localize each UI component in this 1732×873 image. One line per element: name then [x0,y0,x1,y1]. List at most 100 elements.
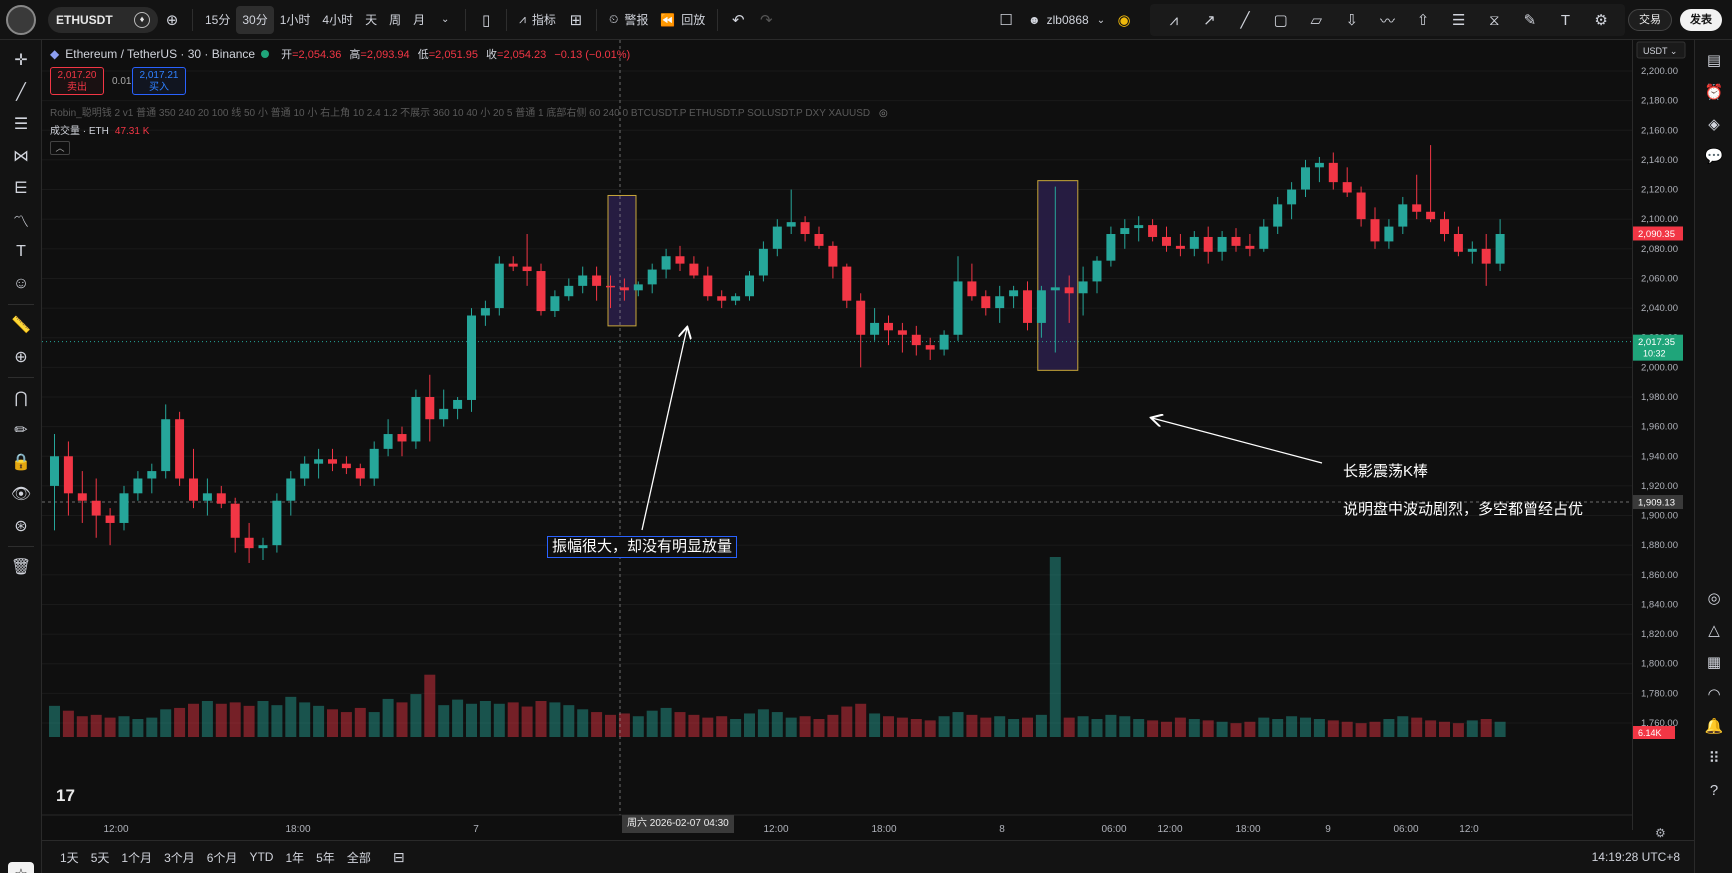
emoji-icon[interactable]: ☺ [12,275,30,292]
globe-icon[interactable]: ⊛ [14,518,28,535]
profile-logo-icon[interactable] [6,4,36,35]
volume-bar [1147,720,1159,737]
range-1d[interactable]: 1天 [60,850,79,865]
interval-month[interactable]: 月 [413,13,426,27]
interval-week[interactable]: 周 [389,13,402,27]
measure-tool-icon[interactable]: ⧖ [1489,11,1500,29]
redo-icon[interactable]: ↷ [760,11,773,29]
legend-title[interactable]: Ethereum / TetherUS · 30 · Binance [65,47,256,61]
chart-pane[interactable]: 12:00 18:00 7 12:00 18:00 8 06:00 12:00 18:00 9 06… [42,40,1632,835]
chat-icon[interactable]: 💬 [1704,148,1724,165]
trade-button[interactable]: 交易 [1628,9,1672,31]
symbol-search-button[interactable]: ETHUSDT ♦ [48,6,158,33]
lock-drawing-icon[interactable]: ✏ [14,422,28,439]
range-5d[interactable]: 5天 [90,850,110,865]
candle-body [1231,236,1241,246]
premium-badge-icon[interactable]: ◉ [1117,12,1131,29]
range-3m[interactable]: 3个月 [164,850,195,865]
pen-tool-icon[interactable]: ✎ [1523,12,1537,29]
candle-body [77,493,87,501]
candle-body [745,275,754,297]
zoom-in-icon[interactable]: ⊕ [14,349,28,366]
sell-button[interactable]: 2,017.20 卖出 [50,67,104,95]
apps-grid-icon[interactable]: ⠿ [1708,750,1720,767]
annotation-long-shadow-text[interactable]: 说明盘中波动剧烈，多空都曾经占优 [1343,501,1584,518]
watchlist-icon[interactable]: ▤ [1706,52,1722,69]
brush-tool-icon[interactable]: 〰 [1379,12,1395,30]
alert-button[interactable]: ⏲ 警报 [603,6,654,34]
range-all[interactable]: 全部 [346,850,371,865]
indicator-hidden-eye-icon[interactable]: ◎ [878,108,888,119]
trash-icon[interactable]: 🗑 [10,559,32,576]
fib-tool-icon[interactable]: ⋿ [14,180,28,197]
broadcast-icon[interactable]: ◠ [1707,686,1721,703]
undo-icon[interactable]: ↶ [732,11,745,29]
annotation-wide-range-no-volume[interactable]: 振幅很大，却没有明显放量 [547,536,738,558]
eye-icon[interactable]: 👁 [10,486,32,503]
volume-bar [1035,714,1047,737]
text-tool-icon[interactable]: T [16,243,26,260]
interval-30m[interactable]: 30分 [236,5,274,34]
trend-pattern-icon[interactable]: ⩘ [1169,11,1179,29]
interval-1h[interactable]: 1小时 [279,13,311,27]
buy-button[interactable]: 2,017.21 买入 [132,67,186,95]
rectangle-tool-icon[interactable]: ▢ [1273,12,1288,29]
candle [1426,145,1436,223]
candlestick-chart[interactable]: 12:00 18:00 7 12:00 18:00 8 06:00 12:00 18:00 9 06… [42,40,1632,840]
range-6m[interactable]: 6个月 [206,850,238,865]
utc-clock[interactable]: 14:19:28 UTC+8 [1591,850,1680,864]
wave-tool-icon[interactable]: 〽 [12,214,29,231]
path-tool-icon[interactable]: ↗ [1203,12,1216,29]
annotation-long-shadow-title[interactable]: 长影震荡K棒 [1343,463,1429,480]
arrow-up-mark-icon[interactable]: ⇧ [1416,12,1430,29]
interval-15m[interactable]: 15分 [205,13,231,27]
checkbox-icon[interactable]: ☐ [999,12,1013,29]
help-icon[interactable]: ? [1709,781,1719,799]
trend-line-icon[interactable]: ╱ [16,84,26,101]
volume-bar [299,702,311,737]
magnet-icon[interactable]: ⋂ [14,390,28,407]
target-icon[interactable]: ◎ [1707,590,1721,607]
layouts-grid-icon[interactable]: ⊞ [569,11,583,29]
candle-body [967,281,977,297]
interval-4h[interactable]: 4小时 [322,13,354,27]
calendar-icon[interactable]: ▦ [1706,654,1722,671]
candle [897,322,907,353]
crosshair-icon[interactable]: ✛ [14,52,28,69]
interval-dropdown-chevron-icon[interactable]: ⌄ [440,14,450,25]
favorite-star-icon[interactable]: ☆ [8,862,34,873]
indicator-legend[interactable]: Robin_聪明钱 2 v1 普通 350 240 20 100 线 50 小 … [50,104,888,119]
ruler-icon[interactable]: 📏 [11,317,31,334]
indicators-button[interactable]: ⩘ 指标 [513,6,562,34]
pyramid-icon[interactable]: △ [1708,622,1720,639]
range-1y[interactable]: 1年 [285,850,305,865]
horizontal-lines-icon[interactable]: ☰ [13,116,29,133]
trend-line-icon[interactable]: ╱ [1240,12,1250,29]
range-ytd[interactable]: YTD [249,850,274,864]
add-symbol-icon[interactable]: ⊕ [165,11,179,29]
tradingview-logo-icon[interactable]: 17 [56,786,75,805]
fib-retracement-icon[interactable]: ☰ [1451,12,1466,29]
pattern-tool-icon[interactable]: ⋈ [13,148,29,165]
user-menu-button[interactable]: ☻ zlb0868 ⌄ [1022,6,1111,34]
alarm-clock-icon[interactable]: ⏰ [1704,84,1724,101]
candle-style-icon[interactable]: ▯ [482,11,491,29]
arrow-down-mark-icon[interactable]: ⇩ [1345,12,1359,29]
parallel-channel-icon[interactable]: ▱ [1310,12,1322,29]
bell-icon[interactable]: 🔔 [1704,718,1724,735]
interval-day[interactable]: 天 [365,13,378,27]
symbol-info-icon[interactable]: ♦ [134,11,150,28]
lock-icon[interactable]: 🔒 [11,454,31,471]
candle-body [1134,225,1144,229]
collapse-legend-chevron-up-icon[interactable]: ︿ [50,141,70,155]
text-tool-icon[interactable]: T [1560,11,1571,29]
volume-legend[interactable]: 成交量 · ETH 47.31 K [50,122,149,137]
goto-date-calendar-icon[interactable]: ⊟ [392,848,405,865]
layers-icon[interactable]: ◈ [1708,116,1720,133]
range-5y[interactable]: 5年 [316,850,335,865]
publish-button[interactable]: 发表 [1680,9,1722,31]
range-1m[interactable]: 1个月 [121,850,153,865]
price-scale[interactable]: USDT ⌄ 2,200.00 2,180.00 2,160.00 2,140.00 2,… [1632,40,1694,840]
settings-icon[interactable]: ⚙ [1594,12,1608,29]
replay-button[interactable]: ⏪ 回放 [654,6,711,34]
